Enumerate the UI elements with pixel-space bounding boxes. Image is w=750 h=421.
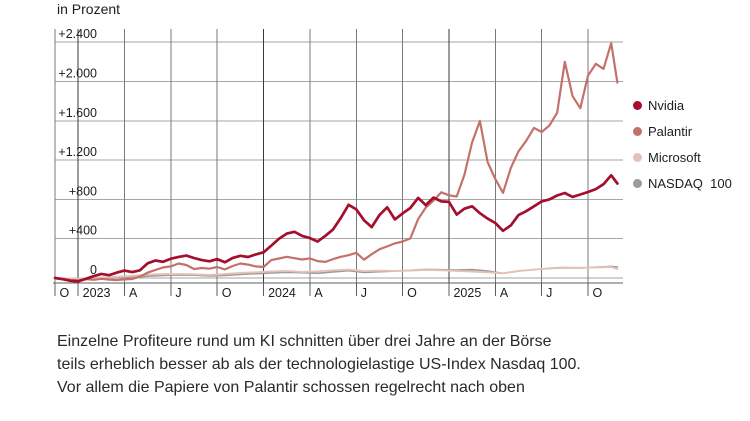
- y-tick-label: +800: [69, 184, 97, 198]
- x-tick-label: J: [175, 286, 181, 300]
- x-tick-label: O: [407, 286, 417, 300]
- y-tick-label: +1.200: [58, 145, 97, 159]
- legend-dot-nvidia: [633, 100, 642, 110]
- chart-legend: Nvidia Palantir Microsoft NASDAQ 100: [633, 96, 732, 200]
- x-tick-label: A: [129, 286, 138, 300]
- x-tick-label: J: [361, 286, 367, 300]
- caption-line-3: Vor allem die Papiere von Palantir schos…: [57, 379, 525, 396]
- chart-svg: +2.400 +2.000 +1.600 +1.200 +800 +400 0 O 2023 A J…: [53, 27, 623, 300]
- series-line-palantir: [53, 42, 619, 282]
- legend-label-palantir: Palantir: [648, 123, 693, 139]
- x-tick-label: O: [60, 286, 70, 300]
- legend-label-nvidia: Nvidia: [648, 97, 685, 113]
- x-tick-label: 2023: [83, 286, 111, 300]
- legend-dot-palantir: [633, 126, 642, 136]
- y-tick-label: +1.600: [58, 106, 97, 120]
- legend-item-microsoft: Microsoft: [633, 148, 732, 166]
- y-tick-label: +2.400: [58, 27, 97, 41]
- performance-line-chart: +2.400 +2.000 +1.600 +1.200 +800 +400 0 O 2023 A J…: [53, 27, 623, 300]
- legend-label-microsoft: Microsoft: [648, 149, 701, 165]
- legend-dot-nasdaq: [633, 178, 642, 188]
- caption-line-2: teils erheblich besser ab als der techno…: [57, 356, 581, 373]
- chart-caption: Einzelne Profiteure rund um KI schnitten…: [57, 330, 581, 399]
- caption-line-1: Einzelne Profiteure rund um KI schnitten…: [57, 333, 552, 350]
- x-tick-label: 2024: [268, 286, 296, 300]
- x-tick-label: O: [222, 286, 232, 300]
- legend-item-nvidia: Nvidia: [633, 96, 732, 114]
- x-tick-label: A: [314, 286, 323, 300]
- y-tick-label: 0: [90, 263, 97, 277]
- legend-label-nasdaq: NASDAQ 100: [648, 175, 732, 191]
- y-tick-label: +2.000: [58, 67, 97, 81]
- legend-item-palantir: Palantir: [633, 122, 732, 140]
- legend-dot-microsoft: [633, 152, 642, 162]
- x-tick-label: O: [593, 286, 603, 300]
- x-tick-label: J: [546, 286, 552, 300]
- x-tick-label: 2025: [453, 286, 481, 300]
- x-tick-label: A: [500, 286, 509, 300]
- chart-subtitle: in Prozent: [57, 1, 121, 17]
- series-line-nvidia: [53, 173, 619, 283]
- y-tick-label: +400: [69, 224, 97, 238]
- legend-item-nasdaq: NASDAQ 100: [633, 174, 732, 192]
- series-line-microsoft: [54, 266, 619, 280]
